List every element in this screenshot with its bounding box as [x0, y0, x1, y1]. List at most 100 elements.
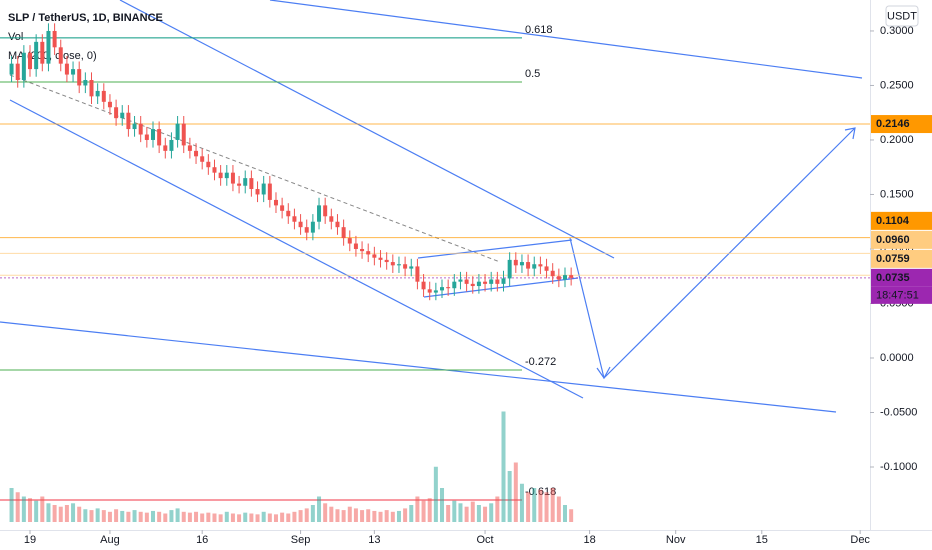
candle-body: [310, 221, 315, 233]
candle-body: [378, 257, 383, 260]
candle-body: [280, 205, 285, 211]
dashed-line: [9, 74, 501, 263]
candle-body: [71, 69, 76, 75]
volume-bar: [15, 492, 20, 522]
candle-body: [144, 134, 149, 140]
candle-body: [175, 123, 180, 140]
volume-bar: [427, 498, 432, 522]
volume-bar: [107, 511, 112, 522]
volume-bar: [261, 511, 266, 522]
volume-bar: [489, 503, 494, 522]
candle-body: [452, 281, 457, 289]
candle-body: [58, 47, 63, 64]
candle-body: [538, 264, 543, 267]
indicator-label: Vol: [8, 31, 23, 43]
volume-bar: [273, 514, 278, 522]
volume-bar: [341, 510, 346, 522]
candle-body: [249, 178, 254, 190]
fib-label: 0.5: [525, 68, 540, 80]
volume-bar: [372, 510, 377, 522]
price-label-box: [871, 115, 932, 134]
volume-bar: [175, 508, 180, 522]
volume-bar: [513, 462, 518, 522]
volume-bar: [101, 510, 106, 522]
volume-bar: [378, 511, 383, 522]
currency-button[interactable]: [885, 5, 919, 27]
candle-body: [329, 216, 334, 222]
price-label: 0.1104: [876, 215, 910, 227]
volume-bar: [126, 511, 131, 522]
volume-bar: [304, 508, 309, 522]
x-tick-label: 18: [583, 534, 595, 546]
volume-bar: [181, 511, 186, 522]
y-tick-label: 0.0000: [880, 352, 914, 364]
candle-body: [304, 227, 309, 233]
volume-bar: [464, 506, 469, 522]
volume-bar: [292, 511, 297, 522]
candle-body: [501, 278, 506, 284]
candle-body: [194, 150, 199, 157]
volume-bar: [476, 505, 481, 522]
volume-bar: [138, 511, 143, 522]
y-tick-label: -0.0500: [880, 406, 917, 418]
candle-body: [150, 129, 155, 140]
volume-bar: [360, 510, 365, 522]
price-label-box: [871, 230, 932, 249]
volume-bar: [470, 501, 475, 522]
x-tick-label: 16: [196, 534, 208, 546]
candle-body: [200, 156, 205, 162]
price-label-box: [871, 268, 932, 287]
y-tick-label: 0.3000: [880, 25, 914, 37]
volume-bar: [409, 505, 414, 522]
price-label-box: [871, 249, 932, 268]
candle-body: [21, 52, 26, 81]
candle-body: [28, 52, 33, 70]
volume-bar: [390, 511, 395, 522]
volume-bar: [64, 505, 69, 522]
volume-bar: [366, 509, 371, 522]
x-tick-label: Aug: [100, 534, 120, 546]
candle-body: [427, 289, 432, 293]
volume-bar: [150, 510, 155, 522]
volume-bar: [114, 509, 119, 522]
fib-label: -0.272: [525, 356, 556, 368]
candle-body: [52, 30, 57, 48]
volume-bar: [132, 510, 137, 522]
trend-line: [9, 99, 584, 399]
volume-bar: [421, 500, 426, 522]
volume-bar: [526, 492, 531, 522]
volume-bar: [71, 503, 76, 522]
candle-body: [507, 259, 512, 279]
volume-bar: [317, 496, 322, 522]
candle-body: [353, 243, 358, 249]
volume-bar: [169, 510, 174, 522]
candle-body: [95, 90, 100, 97]
volume-bar: [157, 511, 162, 522]
candle-body: [323, 205, 328, 217]
candle-body: [335, 221, 340, 228]
volume-bar: [28, 498, 33, 522]
volume-bar: [163, 513, 168, 522]
candle-body: [532, 264, 537, 269]
fib-label: 0.618: [525, 24, 553, 36]
currency-label[interactable]: USDT: [887, 10, 917, 22]
candle-body: [89, 80, 94, 97]
trend-line: [0, 321, 837, 413]
volume-bar: [347, 506, 352, 522]
candle-body: [261, 183, 266, 195]
candle-body: [120, 112, 125, 119]
countdown: 18:47:51: [876, 289, 919, 301]
volume-bar: [519, 483, 524, 522]
volume-bar: [40, 496, 45, 522]
candle-body: [230, 172, 235, 184]
volume-bar: [298, 510, 303, 522]
volume-bar: [286, 513, 291, 522]
candle-body: [255, 189, 260, 195]
price-label: 0.0960: [876, 234, 910, 246]
volume-bar: [544, 492, 549, 522]
candle-body: [476, 281, 481, 287]
candle-body: [169, 139, 174, 151]
price-label-box: [871, 211, 932, 230]
candle-body: [483, 281, 488, 284]
